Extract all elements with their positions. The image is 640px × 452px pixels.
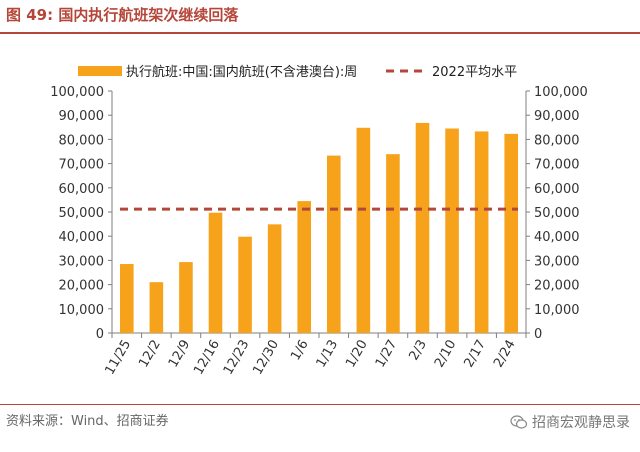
bar-chart: 执行航班:中国:国内航班(不含港澳台):周 2022平均水平 0 10,000 20… xyxy=(50,64,588,377)
y2-tick-label: 20,000 xyxy=(534,279,580,294)
x-tick-label: 12/23 xyxy=(221,338,253,378)
y2-tick-label: 70,000 xyxy=(534,158,580,173)
y2-tick-label: 50,000 xyxy=(534,206,580,221)
y2-tick-label: 30,000 xyxy=(534,254,580,269)
wechat-icon xyxy=(510,415,528,429)
x-tick-label: 1/13 xyxy=(314,338,342,371)
bar xyxy=(119,264,134,333)
bar xyxy=(267,224,282,333)
y-tick-label: 20,000 xyxy=(59,279,105,294)
y2-tick-label: 60,000 xyxy=(534,182,580,197)
bar xyxy=(149,282,164,333)
x-tick-label: 12/9 xyxy=(166,338,194,371)
x-tick-label: 1/27 xyxy=(373,338,401,371)
y-tick-label: 90,000 xyxy=(59,109,105,124)
figure-title: 图 49: 国内执行航班架次继续回落 xyxy=(6,6,239,24)
bar xyxy=(356,127,371,333)
y-tick-label: 0 xyxy=(96,327,104,342)
y-tick-label: 10,000 xyxy=(59,303,105,318)
bar xyxy=(445,128,459,333)
y-tick-label: 30,000 xyxy=(59,254,105,269)
legend-label-line: 2022平均水平 xyxy=(432,65,517,80)
y2-tick-label: 90,000 xyxy=(534,109,580,124)
x-tick-label: 2/10 xyxy=(432,338,460,371)
bar xyxy=(208,212,223,333)
bar xyxy=(415,122,430,333)
bar xyxy=(504,133,519,333)
legend: 执行航班:中国:国内航班(不含港澳台):周 2022平均水平 xyxy=(78,64,517,80)
y2-tick-label: 40,000 xyxy=(534,230,580,245)
bar xyxy=(474,131,489,333)
x-tick-label: 2/17 xyxy=(462,337,490,370)
y2-axis-labels: 0 10,000 20,000 30,000 40,000 50,000 60,000 70,… xyxy=(534,85,588,342)
legend-label-bars: 执行航班:中国:国内航班(不含港澳台):周 xyxy=(126,64,357,80)
y-axis-labels: 0 10,000 20,000 30,000 40,000 50,000 60,000 70,… xyxy=(50,85,104,342)
watermark: 招商宏观静思录 xyxy=(510,412,630,432)
y-tick-label: 100,000 xyxy=(50,85,104,100)
bar xyxy=(238,236,252,333)
y-tick-label: 50,000 xyxy=(59,206,105,221)
bar xyxy=(297,201,312,333)
axes xyxy=(108,90,530,338)
x-tick-label: 12/2 xyxy=(136,338,164,371)
bar xyxy=(179,262,193,333)
x-tick-label: 12/16 xyxy=(191,338,223,378)
y2-tick-label: 10,000 xyxy=(534,303,580,318)
footer-rule xyxy=(0,404,640,405)
x-tick-label: 1/6 xyxy=(288,338,311,364)
y-tick-label: 40,000 xyxy=(59,230,105,245)
y-tick-label: 70,000 xyxy=(59,158,105,173)
y2-tick-label: 80,000 xyxy=(534,133,580,148)
title-rule xyxy=(0,32,640,34)
bar xyxy=(386,154,400,333)
x-tick-label: 11/25 xyxy=(103,338,135,378)
y-tick-label: 60,000 xyxy=(59,182,105,197)
source-note: 资料来源：Wind、招商证券 xyxy=(6,414,169,429)
watermark-text: 招商宏观静思录 xyxy=(532,415,630,431)
x-tick-label: 2/24 xyxy=(491,338,519,371)
legend-swatch-bars xyxy=(78,66,122,76)
y2-tick-label: 100,000 xyxy=(534,85,588,100)
y2-tick-label: 0 xyxy=(534,327,542,342)
x-tick-label: 2/3 xyxy=(407,338,430,364)
y-tick-label: 80,000 xyxy=(59,133,105,148)
bars xyxy=(119,122,519,333)
bar xyxy=(326,155,341,333)
x-tick-label: 1/20 xyxy=(343,338,371,371)
x-tick-label: 12/30 xyxy=(250,338,282,378)
